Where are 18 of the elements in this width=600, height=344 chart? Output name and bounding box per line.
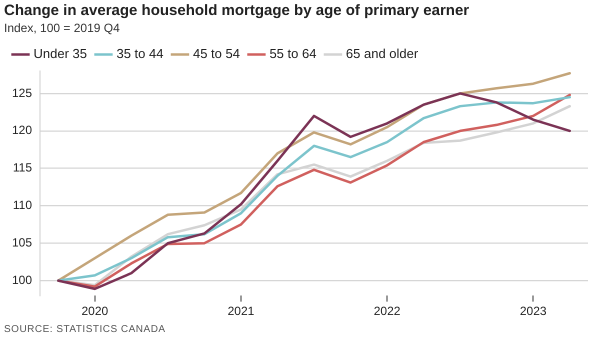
y-tick-label: 110: [12, 198, 32, 212]
chart-title: Change in average household mortgage by age of primary earner: [4, 2, 470, 19]
legend-label: 45 to 54: [192, 46, 240, 62]
x-tick-label: 2021: [228, 304, 255, 318]
x-tick-label: 2022: [374, 304, 401, 318]
legend-label: 65 and older: [346, 46, 419, 62]
source-note: SOURCE: STATISTICS CANADA: [4, 324, 166, 335]
y-tick-label: 125: [12, 86, 32, 100]
y-tick-label: 115: [12, 160, 32, 175]
chart-subtitle: Index, 100 = 2019 Q4: [4, 21, 120, 35]
y-tick-label: 120: [12, 123, 32, 138]
y-tick-label: 105: [12, 236, 32, 250]
legend-label: 35 to 44: [116, 46, 164, 62]
y-tick-label: 100: [12, 272, 32, 287]
x-tick-label: 2023: [520, 304, 547, 318]
x-tick-label: 2020: [81, 304, 108, 318]
legend-label: Under 35: [34, 46, 87, 62]
legend-label: 55 to 64: [269, 46, 316, 62]
